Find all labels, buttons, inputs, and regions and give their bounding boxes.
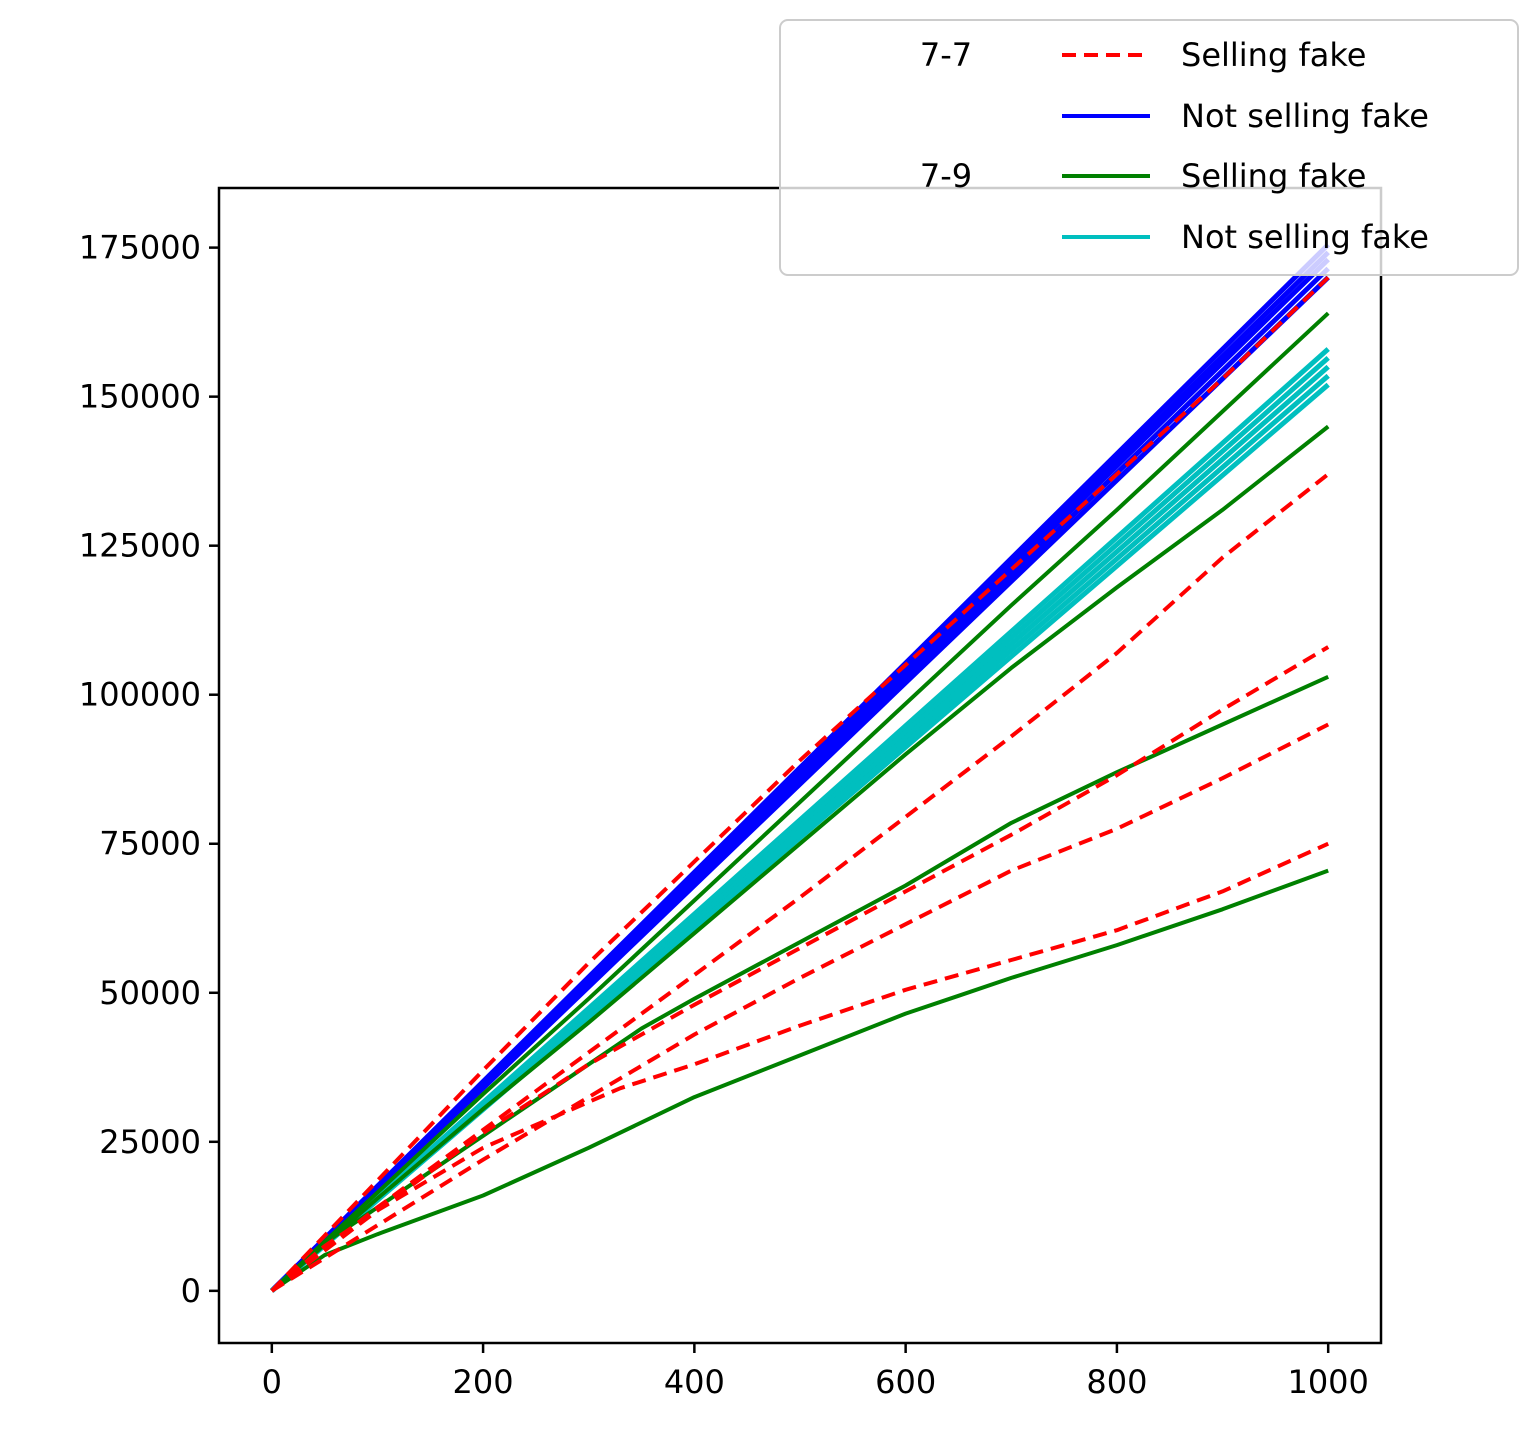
- series-line: [270, 722, 1330, 1293]
- legend: 7-7 Selling fake Not selling fake 7-9 Se…: [779, 19, 1519, 276]
- x-tick-label: 200: [453, 1363, 514, 1401]
- x-tick-label: 800: [1086, 1363, 1147, 1401]
- y-axis: 0 25000 50000 75000 100000 125000 150000 175000: [79, 229, 219, 1310]
- y-tick-label: 25000: [99, 1123, 201, 1161]
- y-tick-label: 75000: [99, 825, 201, 863]
- series-line: [270, 868, 1329, 1293]
- series-layer: [270, 242, 1330, 1293]
- legend-entry-label: Not selling fake: [1181, 97, 1429, 135]
- series-line: [270, 841, 1330, 1293]
- series-line: [270, 311, 1330, 1293]
- series-line: [270, 242, 1330, 1293]
- series-line: [270, 645, 1330, 1293]
- x-tick-label: 0: [262, 1363, 282, 1401]
- legend-entry-label: Selling fake: [1181, 157, 1366, 195]
- y-tick-label: 175000: [79, 229, 201, 267]
- legend-entry-label: Not selling fake: [1181, 218, 1429, 256]
- legend-entry-label: Selling fake: [1181, 36, 1366, 74]
- legend-box: [779, 19, 1519, 276]
- series-line: [270, 275, 1330, 1293]
- series-line: [270, 472, 1330, 1293]
- legend-group-label: 7-7: [920, 36, 972, 74]
- y-tick-label: 50000: [99, 974, 201, 1012]
- y-tick-label: 125000: [79, 527, 201, 565]
- x-tick-label: 1000: [1287, 1363, 1368, 1401]
- series-line: [270, 347, 1330, 1293]
- y-tick-label: 150000: [79, 378, 201, 416]
- x-axis: 0 200 400 600 800 1000: [262, 1343, 1369, 1401]
- series-line: [270, 424, 1330, 1293]
- x-tick-label: 400: [664, 1363, 725, 1401]
- y-tick-label: 0: [181, 1272, 201, 1310]
- y-tick-label: 100000: [79, 676, 201, 714]
- x-tick-label: 600: [875, 1363, 936, 1401]
- legend-group-label: 7-9: [920, 157, 972, 195]
